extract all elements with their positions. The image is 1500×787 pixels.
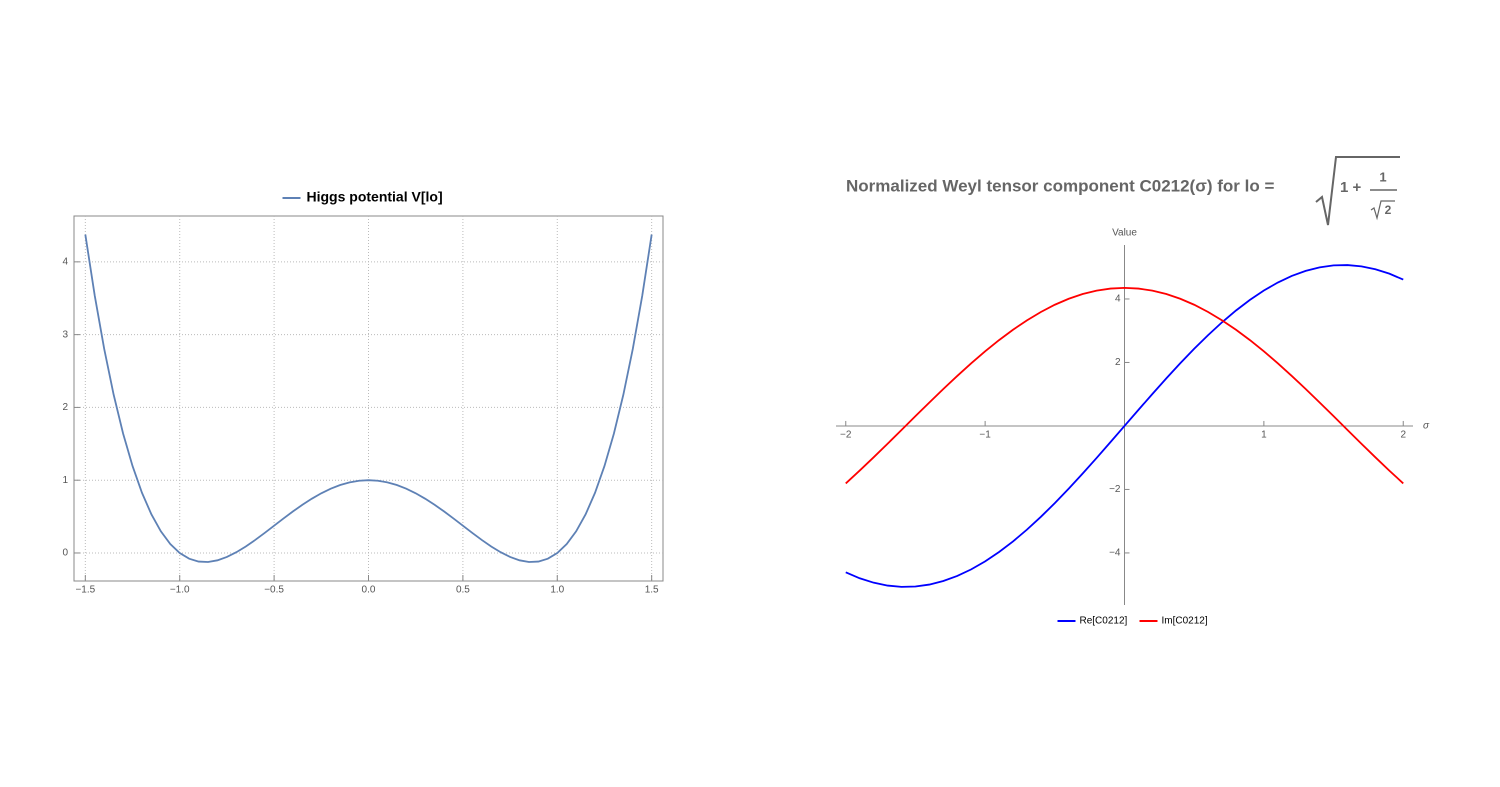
x-tick-label: 2: [1400, 430, 1406, 441]
line-series: [84, 234, 653, 563]
x-tick-label: 1.5: [645, 585, 659, 596]
line-series: [845, 264, 1404, 588]
x-tick-label: −1.0: [170, 585, 190, 596]
x-tick-label: −0.5: [264, 585, 284, 596]
y-tick-label: 3: [62, 329, 68, 340]
x-tick-label: 1: [1261, 430, 1267, 441]
legend-label: Im[C0212]: [1162, 616, 1208, 627]
formula-radicand: 2: [1385, 203, 1392, 217]
y-tick-label: 1: [62, 475, 68, 486]
x-tick-label: 0.0: [362, 585, 376, 596]
y-tick-label: 2: [62, 402, 68, 413]
chart-title: Normalized Weyl tensor component C0212(σ…: [846, 176, 1274, 195]
radical: [1370, 200, 1395, 221]
formula-term: 1 +: [1340, 179, 1362, 196]
x-tick-label: 0.5: [456, 585, 470, 596]
formula-numerator: 1: [1379, 169, 1386, 184]
legend-label: Higgs potential V[lo]: [307, 189, 443, 205]
legend-label: Re[C0212]: [1080, 616, 1128, 627]
x-tick-label: 1.0: [550, 585, 564, 596]
y-tick-label: 4: [62, 256, 68, 267]
y-tick-label: 4: [1115, 294, 1121, 305]
line-series: [845, 286, 1404, 485]
y-tick-label: −2: [1109, 484, 1121, 495]
radical: [1315, 156, 1400, 226]
x-axis-label: σ: [1423, 421, 1430, 432]
x-tick-label: −1: [979, 430, 991, 441]
x-tick-label: −2: [840, 430, 852, 441]
x-tick-label: −1.5: [75, 585, 95, 596]
y-tick-label: 0: [62, 548, 68, 559]
y-axis-label: Value: [1112, 228, 1137, 239]
y-tick-label: 2: [1115, 357, 1121, 368]
y-tick-label: −4: [1109, 548, 1121, 559]
